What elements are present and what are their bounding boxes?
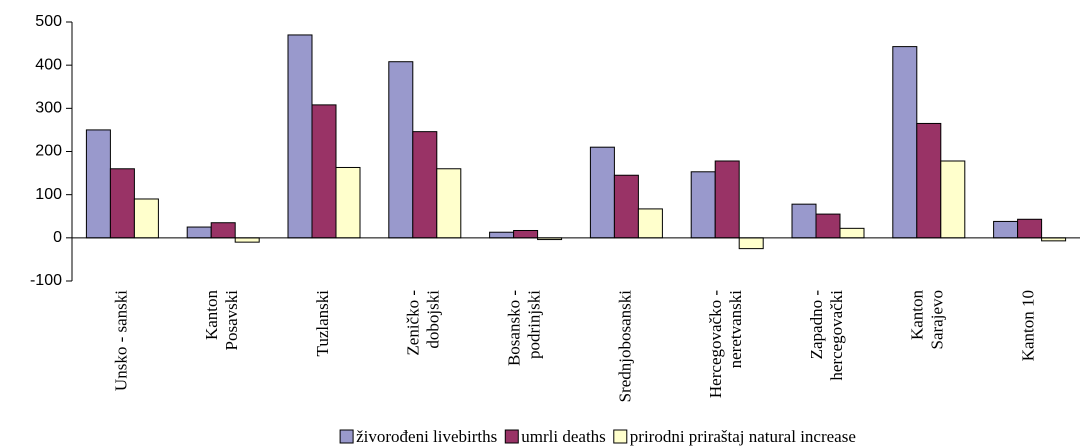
bar	[85, 129, 111, 239]
x-tick-label: Sarajevo	[928, 290, 947, 349]
x-tick-label: neretvanski	[726, 290, 745, 369]
bar	[613, 174, 639, 239]
bar	[738, 237, 764, 250]
y-tick-label: 200	[35, 143, 62, 160]
bar	[311, 104, 337, 239]
legend: živorođeni livebirths umrli deaths prirodn…	[339, 427, 856, 446]
y-tick-label: 0	[53, 229, 62, 246]
bar	[210, 222, 236, 239]
bar	[1017, 218, 1043, 239]
x-tick-label: Unsko - sanski	[111, 290, 130, 391]
bar	[186, 226, 212, 239]
bar	[489, 231, 515, 239]
bar	[234, 237, 260, 243]
bar	[892, 46, 918, 239]
x-tick-label: dobojski	[424, 290, 443, 349]
x-tick-label: Tuzlanski	[313, 290, 332, 357]
legend-label: prirodni priraštaj natural increase	[630, 427, 856, 446]
y-tick-label: 300	[35, 100, 62, 117]
x-tick-label: hercegovački	[827, 290, 846, 381]
bar	[637, 208, 663, 239]
bar	[690, 171, 716, 239]
legend-label: živorođeni livebirths	[356, 427, 497, 446]
bar	[287, 34, 313, 239]
bar	[940, 160, 966, 239]
legend-swatch	[339, 429, 354, 444]
y-tick-label: 400	[35, 56, 62, 73]
bar	[839, 227, 865, 239]
x-tick-label: Zapadno -	[807, 290, 826, 360]
bar	[589, 146, 615, 239]
x-tick-label: Posavski	[222, 290, 241, 351]
y-tick-label: 500	[35, 13, 62, 30]
bar	[412, 131, 438, 239]
y-tick-label: -100	[30, 272, 62, 289]
x-tick-label: Srednjobosanski	[615, 290, 634, 403]
bar	[388, 61, 414, 239]
bar	[714, 160, 740, 239]
bar	[791, 203, 817, 239]
x-tick-label: Zeničko -	[404, 290, 423, 356]
legend-label: umrli deaths	[521, 427, 606, 446]
bar	[815, 213, 841, 239]
x-tick-label: Hercegovačko -	[706, 290, 725, 398]
x-tick-label: Kanton 10	[1019, 290, 1038, 361]
bar	[916, 122, 942, 239]
x-tick-label: Bosansko -	[505, 290, 524, 366]
bar	[109, 168, 135, 239]
bar	[993, 220, 1019, 239]
legend-swatch	[504, 429, 519, 444]
x-tick-label: Kanton	[908, 290, 927, 341]
bar	[436, 168, 462, 239]
x-tick-label: Kanton	[202, 290, 221, 341]
bar	[513, 229, 539, 239]
legend-swatch	[613, 429, 628, 444]
bar	[335, 166, 361, 239]
bar	[133, 198, 159, 239]
y-tick-label: 100	[35, 186, 62, 203]
x-tick-label: podrinjski	[525, 290, 544, 359]
